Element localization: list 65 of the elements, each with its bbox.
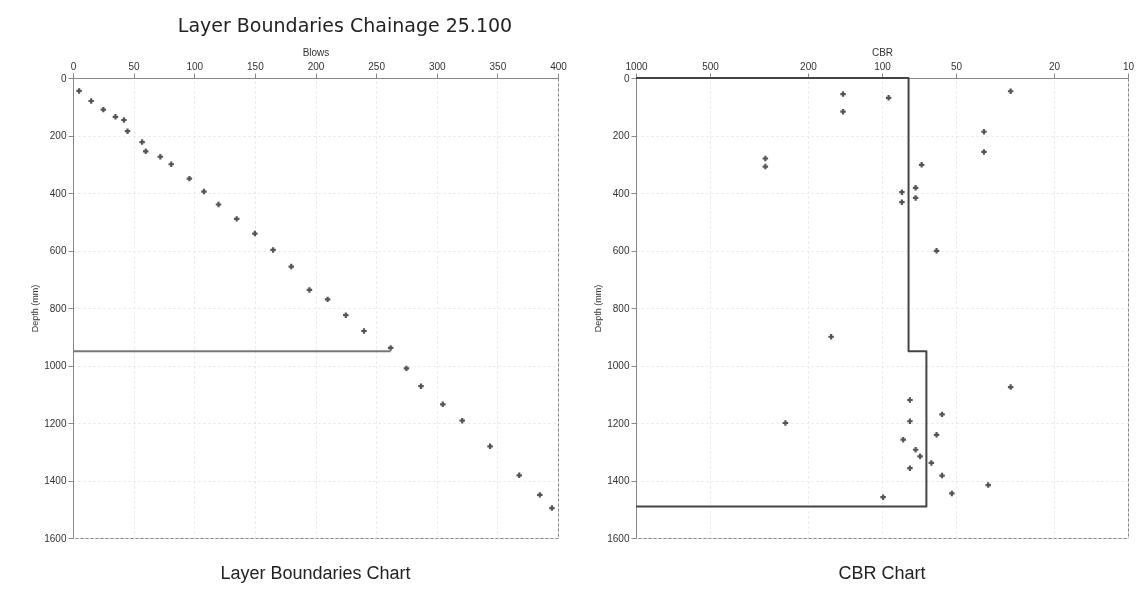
x-tick-label: 100 [874,60,892,72]
point [201,188,207,195]
x-axis-title: Blows [302,46,330,58]
point [537,492,543,498]
point [516,472,522,479]
point [361,328,367,334]
point [112,114,119,120]
y-tick-label: 0 [623,72,630,84]
x-tick-label: 500 [702,60,720,72]
point [549,505,555,511]
y-tick-label: 1400 [44,475,67,486]
y-tick-label: 800 [49,302,67,314]
x-tick-label: 400 [550,60,568,72]
y-tick-label: 400 [49,187,67,199]
point [139,139,145,145]
y-tick-label: 800 [612,302,630,314]
point [459,417,465,424]
x-tick-label: 1000 [625,60,649,72]
x-tick-label: 10 [1122,60,1135,72]
y-tick-label: 200 [612,130,630,141]
y-axis-title: Depth (mm) [30,284,41,333]
point [487,443,493,450]
x-tick-label: 300 [428,60,447,72]
y-tick-label: 1200 [44,417,67,429]
x-tick-label: 0 [70,60,77,72]
text: CBR Chart [838,563,926,583]
y-tick-label: 200 [49,130,67,141]
point [157,154,164,160]
point [124,128,131,134]
y-tick-label: 1000 [607,360,630,371]
y-tick-label: 600 [612,245,630,256]
y-tick-label: 600 [49,245,67,256]
point [343,312,349,318]
y-tick-label: 1400 [607,475,630,486]
y-axis-title: Depth (mm) [593,284,604,333]
x-tick-label: 20 [1048,60,1061,72]
point [76,88,82,94]
text: Layer Boundaries Chainage 25.100 [176,14,514,36]
point [233,216,240,222]
y-tick-label: 1600 [607,532,630,544]
point [403,365,410,372]
point [252,230,258,237]
x-tick-label: 100 [186,60,204,72]
x-tick-label: 150 [247,60,265,72]
text: Layer Boundaries Chart [220,563,411,583]
x-axis-title: CBR [871,46,894,58]
y-tick-label: 1200 [607,417,630,429]
point [215,201,222,208]
y-tick-label: 1000 [44,360,67,371]
x-tick-label: 350 [489,60,507,72]
x-tick-label: 200 [307,60,325,72]
point [121,117,127,123]
x-tick-label: 50 [128,60,141,72]
point [418,383,424,389]
point [168,161,174,167]
point [270,247,276,253]
x-tick-label: 200 [800,60,818,72]
x-tick-label: 50 [950,60,963,72]
x-tick-label: 250 [368,60,386,72]
y-tick-label: 400 [612,187,630,199]
y-tick-label: 1600 [44,532,67,544]
point [88,98,94,104]
point [440,401,446,408]
point [306,287,313,293]
y-tick-label: 0 [60,72,67,84]
